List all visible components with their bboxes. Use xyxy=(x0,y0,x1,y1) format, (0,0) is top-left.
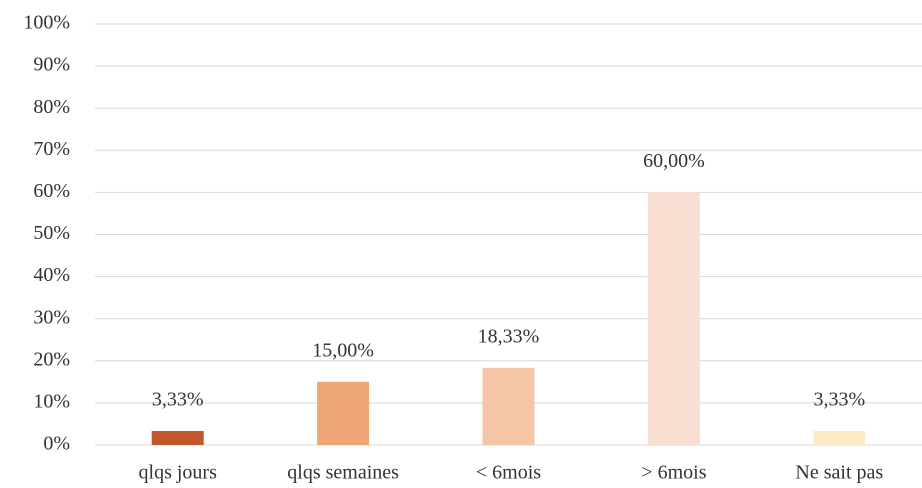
bar xyxy=(813,430,866,445)
x-tick-label: qlqs semaines xyxy=(287,462,399,484)
y-tick-label: 30% xyxy=(33,306,70,328)
value-label: 60,00% xyxy=(643,150,705,172)
x-tick-label: Ne sait pas xyxy=(795,462,883,484)
bar xyxy=(647,192,700,445)
y-tick-label: 40% xyxy=(33,264,70,286)
bar xyxy=(151,430,204,445)
y-tick-label: 60% xyxy=(33,180,70,202)
x-tick-label: > 6mois xyxy=(641,462,706,484)
x-tick-label: qlqs jours xyxy=(139,462,218,484)
x-tick-label: < 6mois xyxy=(476,462,541,484)
bar xyxy=(482,367,535,445)
y-tick-label: 0% xyxy=(43,433,70,455)
y-tick-label: 20% xyxy=(33,348,70,370)
y-tick-label: 80% xyxy=(33,96,70,118)
value-label: 18,33% xyxy=(478,325,540,347)
bar xyxy=(317,381,370,445)
value-label: 3,33% xyxy=(813,389,865,411)
y-tick-label: 100% xyxy=(23,12,70,34)
y-tick-label: 90% xyxy=(33,54,70,76)
value-label: 3,33% xyxy=(152,389,204,411)
y-tick-label: 10% xyxy=(33,390,70,412)
y-tick-label: 70% xyxy=(33,138,70,160)
y-tick-label: 50% xyxy=(33,222,70,244)
value-label: 15,00% xyxy=(312,339,374,361)
